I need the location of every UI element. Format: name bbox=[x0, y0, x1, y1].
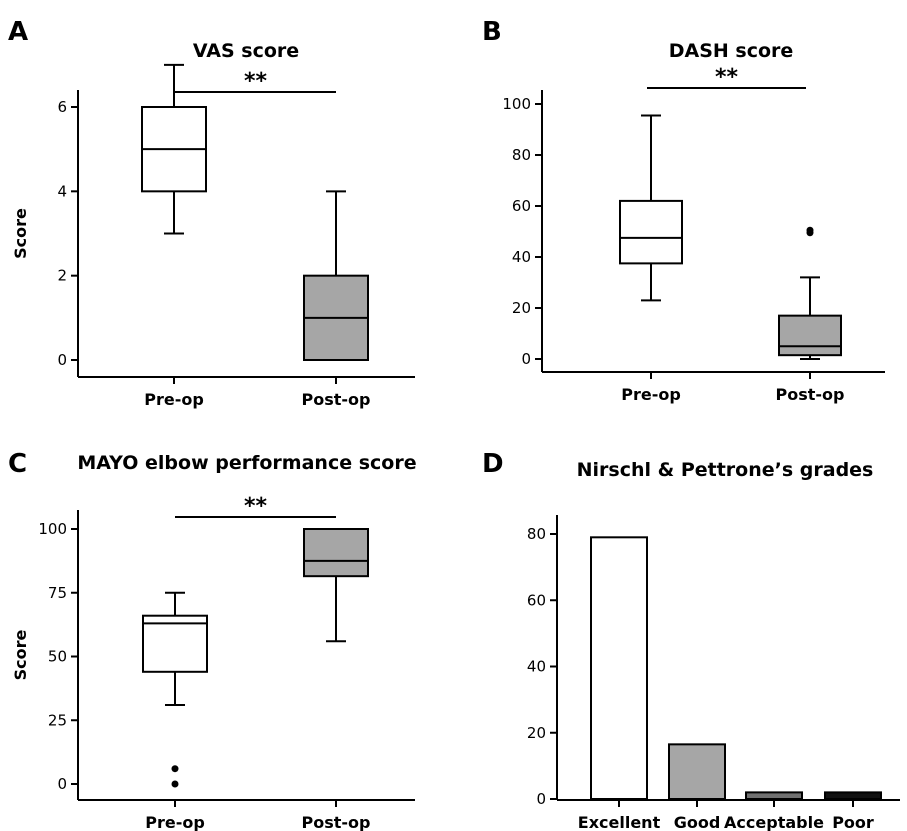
panel-b-significance-label: ** bbox=[715, 65, 739, 90]
panel-c-outlier-point bbox=[171, 780, 179, 788]
panel-a-y-tick-label: 2 bbox=[57, 267, 67, 285]
panel-b-y-tick-label: 80 bbox=[512, 146, 531, 164]
panel-b: B DASH score 0 20 40 60 80 100 Pre-op Post-op ** bbox=[482, 17, 885, 404]
panel-c-y-tick-label: 0 bbox=[57, 775, 67, 793]
panel-c-significance-label: ** bbox=[244, 494, 268, 519]
panel-a-significance-label: ** bbox=[244, 69, 268, 94]
panel-a-y-tick-label: 4 bbox=[57, 182, 67, 200]
panel-c-y-tick-label: 50 bbox=[48, 648, 67, 666]
panel-b-category-label: Pre-op bbox=[621, 385, 681, 404]
panel-b-y-tick-label: 20 bbox=[512, 299, 531, 317]
panel-b-y-tick-label: 100 bbox=[502, 95, 531, 113]
panel-d-category-label: Good bbox=[674, 813, 721, 831]
panel-c-box bbox=[303, 528, 369, 578]
panel-a-y-tick-label: 6 bbox=[57, 98, 67, 116]
panel-d-category-label: Poor bbox=[832, 813, 874, 831]
panel-b-y-tick-label: 40 bbox=[512, 248, 531, 266]
panel-c: C MAYO elbow performance score 0 25 50 75 100 P… bbox=[8, 449, 417, 831]
panel-d-category-label: Acceptable bbox=[724, 813, 824, 831]
panel-b-outlier-point bbox=[806, 226, 814, 234]
panel-b-box bbox=[619, 199, 683, 265]
panel-b-title: DASH score bbox=[669, 40, 794, 62]
panel-c-outlier-point bbox=[171, 765, 179, 773]
panel-d-y-tick-label: 20 bbox=[527, 724, 546, 742]
panel-b-y-tick-label: 0 bbox=[521, 350, 531, 368]
panel-a-category-label: Pre-op bbox=[144, 390, 204, 409]
panel-d-title: Nirschl & Pettrone’s grades bbox=[577, 459, 874, 481]
panel-b-category-label: Post-op bbox=[776, 385, 845, 404]
panel-c-box bbox=[142, 614, 208, 673]
panel-a: A VAS score 0 2 4 6 Pre-op Post-op Score ** bbox=[8, 17, 415, 409]
panel-a-title: VAS score bbox=[193, 40, 299, 62]
panel-c-y-axis-label: Score bbox=[11, 629, 30, 680]
panel-d-y-tick-label: 40 bbox=[527, 658, 546, 676]
panel-b-box bbox=[778, 314, 842, 357]
panel-d-y-tick-label: 80 bbox=[527, 525, 546, 543]
panel-a-letter: A bbox=[8, 17, 28, 47]
panel-d-letter: D bbox=[482, 449, 504, 479]
panel-c-y-tick-label: 100 bbox=[38, 520, 67, 538]
panel-d-y-tick-label: 0 bbox=[536, 790, 546, 808]
panel-d-y-tick-label: 60 bbox=[527, 591, 546, 609]
panel-c-category-label: Post-op bbox=[302, 813, 371, 831]
panel-c-y-tick-label: 25 bbox=[48, 711, 67, 729]
panel-d-bar bbox=[590, 536, 648, 800]
panel-d-category-label: Excellent bbox=[578, 813, 661, 831]
panel-d-bar bbox=[668, 743, 726, 800]
panel-c-title: MAYO elbow performance score bbox=[77, 452, 416, 474]
panel-d: D Nirschl & Pettrone’s grades 0 20 40 60 80 Exc… bbox=[482, 449, 900, 831]
panel-a-category-label: Post-op bbox=[302, 390, 371, 409]
panel-b-y-tick-label: 60 bbox=[512, 197, 531, 215]
panel-b-letter: B bbox=[482, 17, 502, 47]
panel-a-y-axis-label: Score bbox=[11, 208, 30, 259]
panel-c-letter: C bbox=[8, 449, 27, 479]
panel-d-bar bbox=[745, 791, 803, 800]
panel-a-y-tick-label: 0 bbox=[57, 351, 67, 369]
panel-d-bar bbox=[824, 791, 882, 800]
panel-c-category-label: Pre-op bbox=[145, 813, 205, 831]
panel-c-y-tick-label: 75 bbox=[48, 584, 67, 602]
